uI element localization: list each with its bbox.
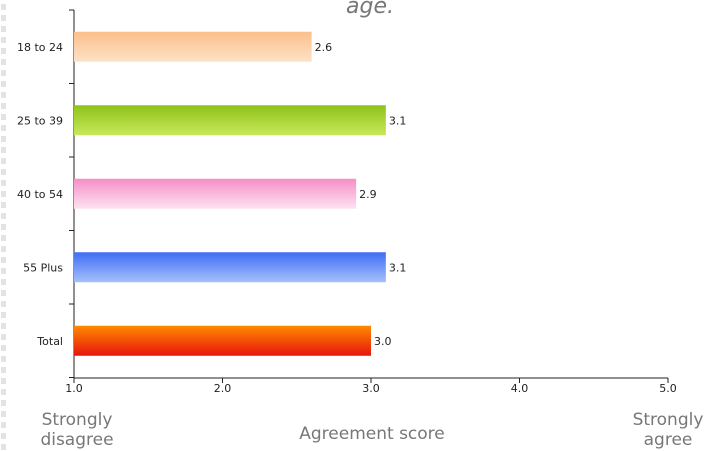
edge-dash — [1, 279, 6, 285]
value-label: 3.0 — [374, 335, 392, 348]
edge-dash — [1, 158, 6, 164]
edge-dash — [1, 213, 6, 219]
edge-dash — [1, 202, 6, 208]
x-start-label-line: disagree — [40, 430, 113, 450]
left-edge-decoration — [0, 0, 8, 451]
edge-dash — [1, 26, 6, 32]
y-axis-ticks — [69, 9, 74, 378]
edge-dash — [1, 378, 6, 384]
x-axis-title: Agreement score — [299, 424, 445, 444]
category-label: 40 to 54 — [17, 188, 63, 201]
edge-dash — [1, 136, 6, 142]
edge-dash — [1, 235, 6, 241]
edge-dash — [1, 312, 6, 318]
chart-title: age. — [346, 0, 394, 19]
bar-total — [74, 325, 371, 356]
edge-dash — [1, 356, 6, 362]
edge-dash — [1, 334, 6, 340]
edge-dash — [1, 389, 6, 395]
edge-dash — [1, 301, 6, 307]
x-tick-label: 1.0 — [65, 382, 83, 395]
value-labels: 2.6 3.1 2.9 3.1 3.0 — [315, 41, 407, 348]
edge-dash — [1, 59, 6, 65]
edge-dash — [1, 125, 6, 131]
category-label: 55 Plus — [23, 261, 63, 274]
x-tick-label: 2.0 — [214, 382, 232, 395]
edge-dash — [1, 224, 6, 230]
category-label: 25 to 39 — [17, 114, 63, 127]
x-tick-label: 4.0 — [511, 382, 529, 395]
edge-dash — [1, 48, 6, 54]
category-label: Total — [36, 335, 63, 348]
edge-dash — [1, 246, 6, 252]
edge-dash — [1, 70, 6, 76]
edge-dash — [1, 323, 6, 329]
edge-dash — [1, 400, 6, 406]
value-label: 3.1 — [389, 261, 407, 274]
edge-dash — [1, 290, 6, 296]
edge-dash — [1, 114, 6, 120]
bar-55-plus — [74, 252, 386, 283]
value-label: 2.6 — [315, 41, 333, 54]
value-label: 3.1 — [389, 114, 407, 127]
edge-dash — [1, 367, 6, 373]
edge-dash — [1, 180, 6, 186]
edge-dash — [1, 268, 6, 274]
bar-40-to-54 — [74, 178, 357, 209]
bars-group — [74, 31, 386, 356]
edge-dash — [1, 92, 6, 98]
edge-dash — [1, 257, 6, 263]
bar-18-to-24 — [74, 31, 312, 62]
edge-dash — [1, 191, 6, 197]
edge-dash — [1, 103, 6, 109]
edge-dash — [1, 81, 6, 87]
edge-dash — [1, 37, 6, 43]
x-start-label-line: Strongly — [42, 410, 113, 430]
x-axis-ticks: 1.0 2.0 3.0 4.0 5.0 — [65, 378, 677, 395]
edge-dash — [1, 433, 6, 439]
x-tick-label: 3.0 — [362, 382, 380, 395]
edge-dash — [1, 169, 6, 175]
category-label: 18 to 24 — [17, 41, 63, 54]
bar-25-to-39 — [74, 105, 386, 136]
edge-dash — [1, 444, 6, 450]
category-labels: 18 to 24 25 to 39 40 to 54 55 Plus Total — [17, 41, 63, 348]
edge-dash — [1, 345, 6, 351]
x-end-label-line: Strongly — [633, 410, 704, 430]
edge-dash — [1, 147, 6, 153]
value-label: 2.9 — [359, 188, 377, 201]
x-end-label-line: agree — [644, 430, 693, 450]
edge-dash — [1, 4, 6, 10]
x-tick-label: 5.0 — [659, 382, 677, 395]
edge-dash — [1, 15, 6, 21]
edge-dash — [1, 422, 6, 428]
edge-dash — [1, 411, 6, 417]
